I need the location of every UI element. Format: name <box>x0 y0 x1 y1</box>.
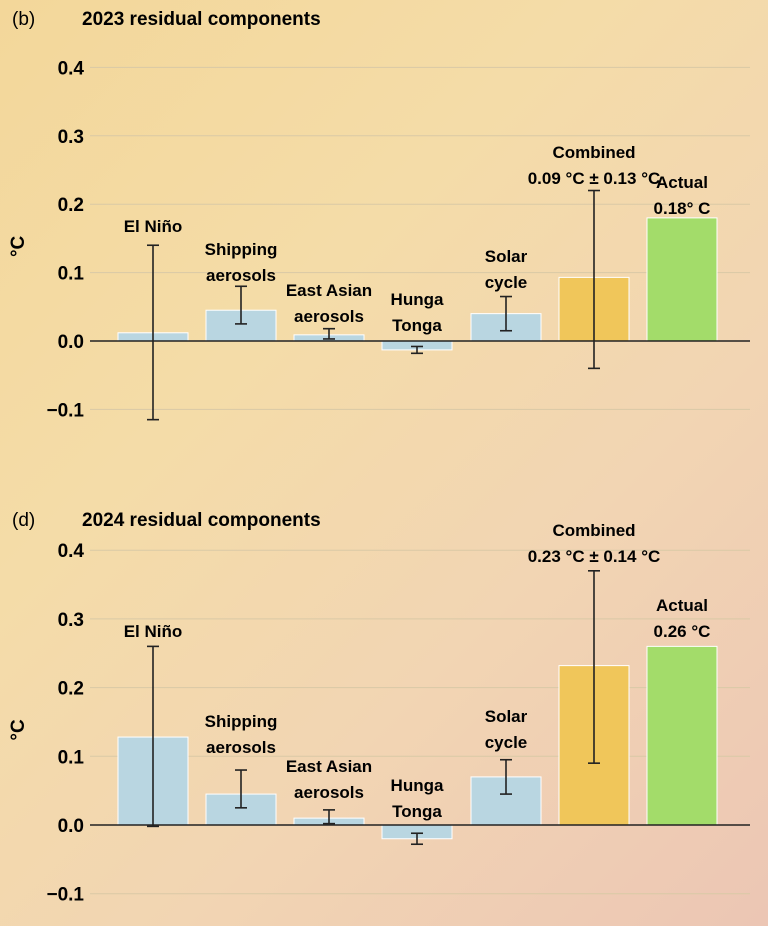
category-label: Tonga <box>392 316 442 335</box>
category-label: 0.23 °C ± 0.14 °C <box>528 547 661 566</box>
y-tick-label: 0.0 <box>58 332 84 353</box>
category-label: El Niño <box>124 622 183 641</box>
category-label: Combined <box>552 521 635 540</box>
category-label: Actual <box>656 596 708 615</box>
category-label: East Asian <box>286 757 372 776</box>
y-axis-label: °C <box>8 719 29 741</box>
chart-title: 2024 residual components <box>82 510 321 531</box>
y-tick-label: 0.1 <box>58 747 85 768</box>
chart-panel-b: (b) 2023 residual components °C 0.4 0.3 0.2 0.… <box>8 9 750 421</box>
category-label: aerosols <box>206 266 276 285</box>
category-label: Actual <box>656 173 708 192</box>
chart-panel-d: (d) 2024 residual components °C 0.4 0.3 0.2 0.… <box>8 510 750 906</box>
y-tick-label: 0.0 <box>58 816 84 837</box>
category-label: 0.18° C <box>654 199 711 218</box>
panel-label: (d) <box>12 510 35 531</box>
category-label: aerosols <box>294 783 364 802</box>
y-tick-label: 0.2 <box>58 195 84 216</box>
chart-title: 2023 residual components <box>82 9 321 30</box>
y-tick-label: 0.4 <box>58 58 85 79</box>
panel-label: (b) <box>12 9 35 30</box>
category-label: Tonga <box>392 802 442 821</box>
y-tick-label: 0.2 <box>58 679 84 700</box>
category-label: aerosols <box>206 738 276 757</box>
category-label: El Niño <box>124 217 183 236</box>
y-tick-label: 0.4 <box>58 541 85 562</box>
category-label: 0.09 °C ± 0.13 °C <box>528 169 661 188</box>
category-label: cycle <box>485 733 528 752</box>
category-label: Combined <box>552 143 635 162</box>
bar-actual <box>646 217 718 342</box>
category-label: Solar <box>485 707 528 726</box>
y-axis-label: °C <box>8 235 29 257</box>
y-tick-label: 0.3 <box>58 127 84 148</box>
category-label: Solar <box>485 247 528 266</box>
bar-actual <box>646 645 718 826</box>
category-label: Shipping <box>205 712 278 731</box>
y-tick-label: 0.1 <box>58 264 85 285</box>
category-label: East Asian <box>286 281 372 300</box>
y-tick-label: −0.1 <box>46 885 84 906</box>
y-tick-label: 0.3 <box>58 610 84 631</box>
category-label: 0.26 °C <box>654 622 711 641</box>
category-label: Hunga <box>391 776 444 795</box>
category-label: aerosols <box>294 307 364 326</box>
category-label: cycle <box>485 273 528 292</box>
category-label: Hunga <box>391 290 444 309</box>
category-label: Shipping <box>205 240 278 259</box>
y-tick-label: −0.1 <box>46 400 84 421</box>
